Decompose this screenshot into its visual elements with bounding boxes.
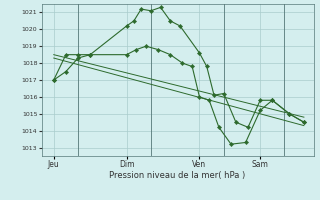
X-axis label: Pression niveau de la mer( hPa ): Pression niveau de la mer( hPa )	[109, 171, 246, 180]
